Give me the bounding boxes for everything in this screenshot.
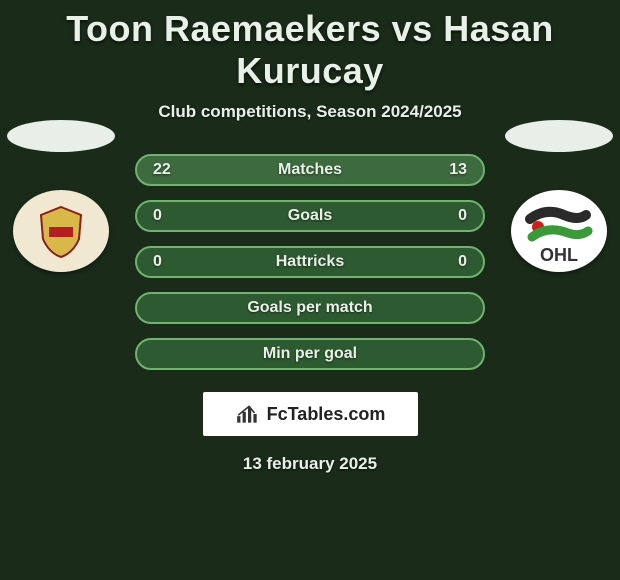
stat-left-value: 0 — [153, 253, 183, 271]
stat-row: 22Matches13 — [135, 154, 485, 186]
date-label: 13 february 2025 — [0, 454, 620, 474]
shield-icon — [31, 201, 91, 261]
stat-row: Goals per match — [135, 292, 485, 324]
stat-label: Matches — [183, 161, 437, 179]
stat-row: Min per goal — [135, 338, 485, 370]
player-right-crest-label: OHL — [540, 245, 578, 266]
stat-label: Goals per match — [183, 299, 437, 317]
player-right: OHL — [504, 120, 614, 272]
player-right-crest: OHL — [511, 190, 607, 272]
stat-label: Goals — [183, 207, 437, 225]
stat-right-value: 13 — [437, 161, 467, 179]
stat-row: 0Goals0 — [135, 200, 485, 232]
chart-icon — [235, 403, 261, 425]
stat-right-value: 0 — [437, 253, 467, 271]
page-title: Toon Raemaekers vs Hasan Kurucay — [0, 0, 620, 92]
stat-label: Hattricks — [183, 253, 437, 271]
player-left — [6, 120, 116, 272]
brand-badge: FcTables.com — [203, 392, 418, 436]
player-left-crest — [13, 190, 109, 272]
stat-left-value: 0 — [153, 207, 183, 225]
stat-label: Min per goal — [183, 345, 437, 363]
player-right-silhouette — [505, 120, 613, 152]
stat-left-value: 22 — [153, 161, 183, 179]
subtitle: Club competitions, Season 2024/2025 — [0, 102, 620, 122]
player-left-silhouette — [7, 120, 115, 152]
brand-text: FcTables.com — [267, 404, 386, 425]
stat-right-value: 0 — [437, 207, 467, 225]
stat-row: 0Hattricks0 — [135, 246, 485, 278]
